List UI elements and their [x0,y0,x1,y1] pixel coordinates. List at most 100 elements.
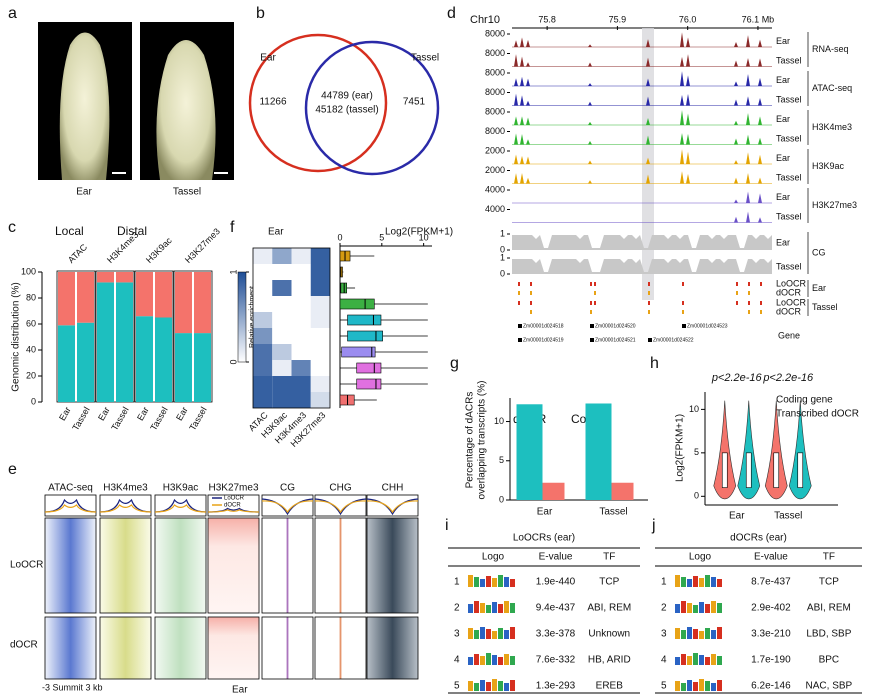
logo-glyph [504,630,509,639]
heat-cell [291,344,311,360]
ocr-block [530,310,532,314]
profile-line [154,504,207,513]
profile-box [261,494,314,517]
logo-glyph [474,601,479,613]
ocr-block [594,282,596,286]
logo-glyph [474,654,479,665]
logo-glyph [717,680,722,691]
gene-label: Gene [778,330,800,340]
signal-track [514,54,762,67]
profile-line [366,500,419,514]
heat-cell [253,264,273,280]
row-number: 5 [661,681,667,692]
tf-family: ABI, REM [807,603,851,614]
ocr-sample: Tassel [812,302,838,312]
ocr-block [518,291,520,295]
heat-cell [272,264,292,280]
e-value: 6.2e-146 [751,681,791,692]
ocr-label: dOCR [776,287,802,297]
sample-label: Ear [776,36,790,46]
heat-cell [291,296,311,312]
table-header: Logo [482,552,505,563]
logo-glyph [474,630,479,639]
profile-line [207,509,260,513]
heat-cell [310,360,330,376]
signal-track [734,211,762,223]
e-value: 2.9e-402 [751,603,791,614]
y-tick-label: 8000 [485,106,505,116]
x-tick-label: Ear [57,405,73,422]
box [341,346,376,358]
ocr-block [736,282,738,286]
signal-track [514,149,762,164]
group-frame [134,270,174,403]
legend-entry: LoOCR [224,496,245,502]
logo-glyph [480,680,485,691]
heatmap [154,517,207,614]
ocr-block [682,310,684,314]
ocr-block [594,291,596,295]
heat-cell [310,344,330,360]
ocr-block [648,291,650,295]
cg-track [512,259,772,274]
heatmap [44,517,97,614]
heatmap [366,616,419,680]
x-tick-label: 75.9 [609,14,627,24]
profile-box [314,494,367,517]
y-tick-label: 0 [31,396,36,406]
heatmap [99,517,152,614]
y-tick-label: 5 [499,455,504,465]
heat-cell [272,328,292,344]
table-title: LoOCRs (ear) [513,533,575,544]
y-tick-label: 8000 [485,48,505,58]
profile-line [261,500,314,514]
heat-cell [253,312,273,328]
y-tick-label: 8000 [485,67,505,77]
y-tick-label: 4000 [485,184,505,194]
track-group: CG [812,247,826,257]
sample-label: Ear [776,114,790,124]
ocr-block [590,301,592,305]
bar [611,482,634,500]
x-tick-label: Tassel [599,507,627,518]
y-tick-label: 8000 [485,126,505,136]
ocr-label: LoOCR [776,278,807,288]
heat-cell [291,376,311,392]
logo-glyph [711,630,716,639]
ocr-block [648,282,650,286]
x-tick-label: Ear [135,405,151,422]
heat-cell [272,344,292,360]
logo-glyph [717,656,722,665]
panel-letter: i [445,517,449,534]
tf-family: NAC, SBP [806,681,853,692]
logo-glyph [681,577,686,587]
x-tick-label: Ear [96,405,112,422]
heat-cell [310,296,330,312]
ocr-block [530,282,532,286]
logo-glyph [705,657,710,665]
venn-count: 45182 (tassel) [315,105,378,116]
ocr-block [682,282,684,286]
bar-segment [58,325,75,402]
panel-letter: j [651,517,656,534]
heatmap [261,616,314,680]
signal-track [514,110,762,125]
axis-label: Log2(FPKM+1) [385,227,453,238]
gene-model [682,324,686,328]
signal-track [514,171,762,184]
row-label: LoOCR [10,560,43,571]
table-header: E-value [539,552,573,563]
row-number: 4 [661,655,667,666]
ocr-block [760,310,762,314]
logo-glyph [705,628,710,639]
profile-line [99,498,152,513]
gene-model [518,324,522,328]
bar-segment [155,317,172,402]
profile-box [366,494,419,517]
e-value: 1.7e-190 [751,655,791,666]
gene-id: Zm00001d024521 [595,337,636,343]
sample-label: Tassel [776,211,802,221]
column-header: ATAC-seq [48,483,93,494]
bar [516,404,543,500]
track-group: H3K27me3 [812,200,857,210]
